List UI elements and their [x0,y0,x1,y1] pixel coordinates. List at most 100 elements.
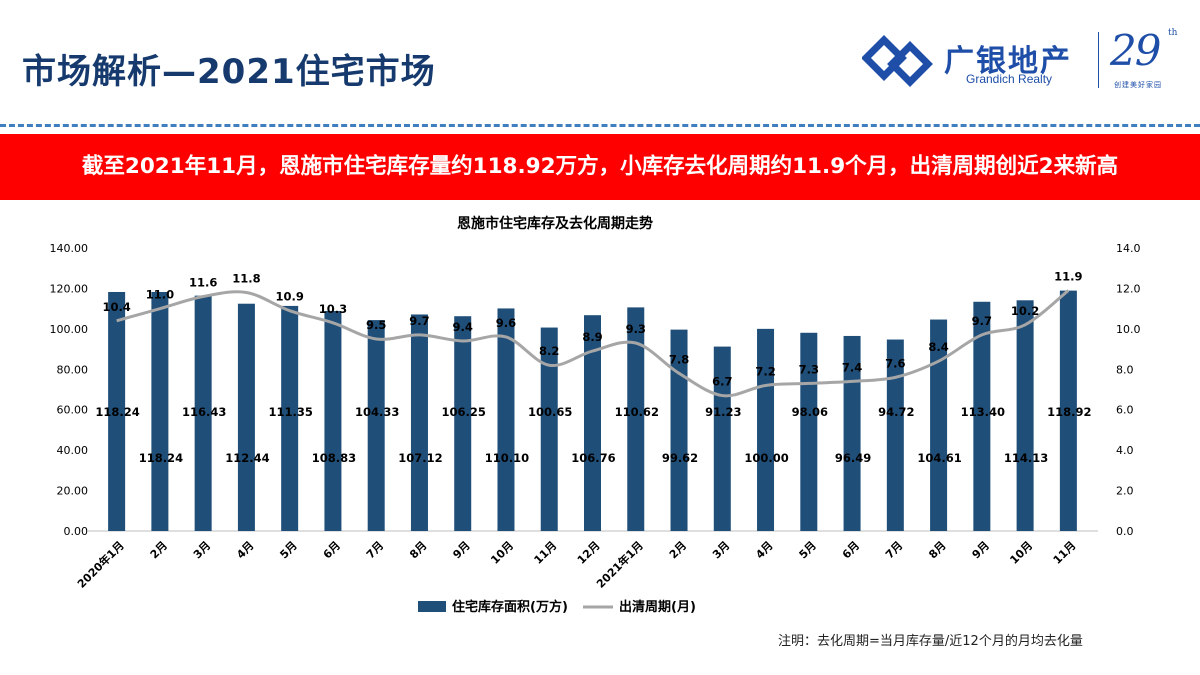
left-axis-tick-label: 80.00 [57,363,89,376]
chart-title: 恩施市住宅库存及去化周期走势 [457,215,653,232]
bar-value-label: 91.23 [705,405,741,419]
left-y-axis: 0.00 20.00 40.00 60.00 80.00 100.00 120.00 140.… [50,242,89,538]
headline-banner: 截至2021年11月，恩施市住宅库存量约118.92万方，小库存去化周期约11.… [0,134,1200,200]
x-axis-tick-label: 2021年1月 [593,538,646,591]
bar [410,314,428,531]
line-value-label: 9.7 [409,314,429,328]
line-data-labels: 10.4 11.0 11.6 11.8 10.9 10.3 9.5 9.7 9.4 9.6 8.2 8… [102,269,1082,388]
bar-value-label: 110.10 [485,451,529,465]
line-value-label: 8.4 [928,340,948,354]
grandich-logo-icon [862,35,933,87]
x-axis-tick-label: 2月 [667,539,689,561]
bar-value-label: 108.83 [312,451,356,465]
brand-name-en: Grandich Realty [966,72,1053,86]
bar-value-label: 114.13 [1004,451,1048,465]
right-axis-tick-label: 6.0 [1116,404,1134,417]
line-value-label: 10.3 [319,302,347,316]
bar [281,305,299,531]
line-value-label: 9.5 [366,318,386,332]
x-axis-tick-label: 5月 [797,539,819,561]
bar [584,315,601,531]
right-axis-tick-label: 2.0 [1116,485,1134,498]
footnote: 注明：去化周期=当月库存量/近12个月的月均去化量 [778,634,1083,649]
chart-legend: 住宅库存面积(万方) 出清周期(月) [418,599,696,615]
bar [1059,290,1077,531]
x-axis-tick-label: 4月 [234,539,256,561]
left-axis-tick-label: 140.00 [50,242,89,255]
legend-bar-swatch [418,601,446,612]
bar-value-label: 106.76 [571,451,615,465]
x-axis-tick-label: 10月 [1007,539,1035,567]
x-axis-tick-label: 6月 [321,539,343,561]
x-axis-tick-label: 4月 [753,539,775,561]
bar [757,328,775,531]
bar-value-label: 100.65 [528,405,572,419]
left-axis-tick-label: 0.00 [64,525,89,538]
bar-value-label: 96.49 [835,451,871,465]
x-axis-tick-label: 7月 [883,539,905,561]
x-axis-tick-label: 8月 [407,539,429,561]
bar [324,311,342,531]
line-value-label: 10.9 [275,290,303,304]
bar [713,346,731,531]
bar [627,307,645,531]
right-y-axis: 0.0 2.0 4.0 6.0 8.0 10.0 12.0 14.0 [1116,242,1141,538]
left-axis-tick-label: 100.00 [50,323,89,336]
bar-value-label: 99.62 [662,451,698,465]
bar-value-label: 118.92 [1047,405,1091,419]
bar [108,291,126,531]
inventory-chart: 恩施市住宅库存及去化周期走势 0.00 20.00 40.00 60.00 80.00 1… [50,215,1141,615]
line-series-path [116,289,1070,398]
bar-value-label: 94.72 [878,405,914,419]
bar-value-label: 116.43 [182,405,226,419]
bar [930,319,948,531]
x-axis-tick-label: 7月 [364,539,386,561]
anniversary-tagline: 创建美好家园 [1114,81,1162,89]
x-axis-tick-label: 2月 [148,539,170,561]
line-value-label: 11.9 [1054,269,1082,283]
x-axis-tick-label: 9月 [970,539,992,561]
bar-value-label: 113.40 [961,405,1005,419]
legend-bar-label: 住宅库存面积(万方) [452,599,568,615]
left-axis-tick-label: 60.00 [57,404,89,417]
page-title: 市场解析—2021住宅市场 [22,52,436,92]
right-axis-tick-label: 4.0 [1116,444,1134,457]
line-value-label: 6.7 [712,375,732,389]
bar-value-label: 98.06 [792,405,828,419]
bar [194,295,212,531]
line-series [116,289,1070,398]
x-axis-tick-label: 6月 [840,539,862,561]
bar-value-label: 104.61 [917,451,961,465]
bar [1016,300,1034,531]
line-value-label: 9.4 [453,320,473,334]
x-axis-tick-label: 3月 [191,539,213,561]
bar [454,316,472,531]
left-axis-tick-label: 120.00 [50,282,89,295]
right-axis-tick-label: 12.0 [1116,282,1141,295]
bar-value-label: 104.33 [355,405,399,419]
line-value-label: 10.2 [1011,304,1039,318]
line-value-label: 9.3 [626,322,646,336]
left-axis-tick-label: 40.00 [57,444,89,457]
bar [237,303,255,531]
bar-value-label: 118.24 [139,451,183,465]
left-axis-tick-label: 20.00 [57,485,89,498]
bar-value-label: 107.12 [398,451,442,465]
line-value-label: 7.8 [669,352,689,366]
right-axis-tick-label: 14.0 [1116,242,1141,255]
line-value-label: 7.6 [885,356,905,370]
legend-line-label: 出清周期(月) [619,599,696,615]
bar [540,327,558,531]
line-value-label: 7.3 [799,362,819,376]
bar-value-label: 106.25 [442,405,486,419]
x-axis-tick-label: 2020年1月 [74,538,127,591]
x-axis-tick-label: 10月 [488,539,516,567]
x-axis-tick-label: 5月 [277,539,299,561]
x-axis-tick-label: 12月 [575,539,603,567]
line-value-label: 11.0 [146,288,174,302]
bar-value-label: 111.35 [268,405,312,419]
bar-value-label: 110.62 [615,405,659,419]
x-axis-tick-label: 11月 [532,539,560,567]
x-axis-tick-label: 11月 [1051,539,1079,567]
